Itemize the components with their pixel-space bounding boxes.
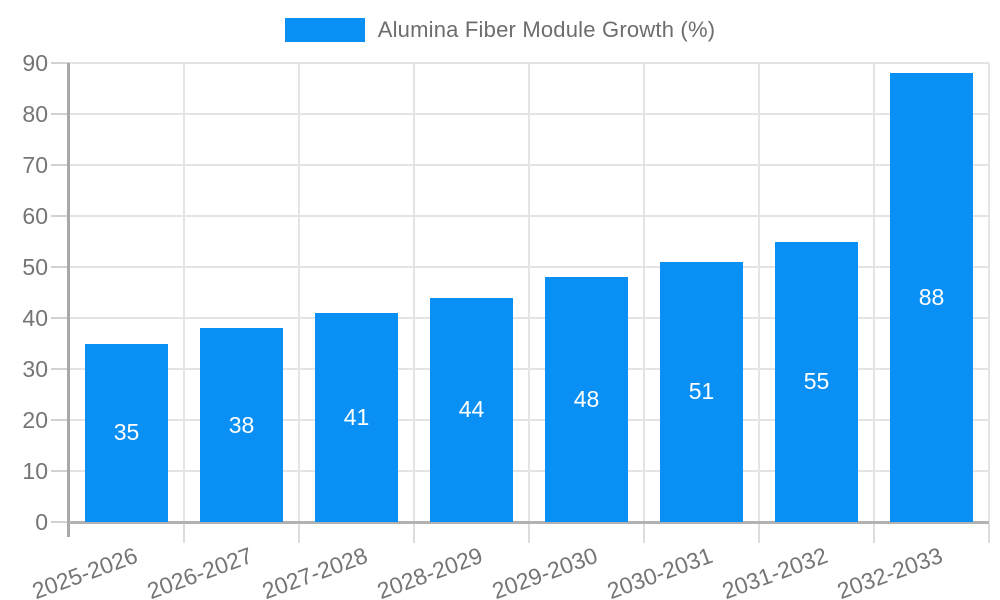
bar-value-label: 51 [688, 378, 715, 405]
x-axis-tick [873, 523, 875, 543]
x-axis [69, 521, 989, 524]
y-axis-label: 0 [35, 509, 48, 535]
gridline-vertical [183, 63, 185, 522]
y-axis-tick [51, 470, 69, 472]
x-axis-tick [413, 523, 415, 543]
y-axis [67, 63, 70, 537]
y-axis-label: 90 [22, 50, 48, 76]
x-axis-tick [988, 523, 990, 543]
y-axis-tick [51, 521, 69, 523]
bar[interactable]: 35 [85, 343, 168, 522]
bar-value-label: 88 [918, 284, 945, 311]
bar-value-label: 44 [458, 396, 485, 423]
y-axis-tick [51, 62, 69, 64]
y-axis-tick [51, 266, 69, 268]
x-axis-label: 2029-2030 [488, 542, 601, 600]
bar-value-label: 48 [573, 386, 600, 413]
y-axis-tick [51, 113, 69, 115]
y-axis-tick [51, 368, 69, 370]
y-axis-label: 40 [22, 305, 48, 331]
gridline-vertical [758, 63, 760, 522]
y-axis-tick [51, 164, 69, 166]
gridline-vertical [298, 63, 300, 522]
x-axis-label: 2032-2033 [833, 542, 946, 600]
y-axis-label: 70 [22, 152, 48, 178]
x-axis-label: 2026-2027 [143, 542, 256, 600]
x-axis-label: 2027-2028 [258, 542, 371, 600]
x-axis-label: 2030-2031 [603, 542, 716, 600]
gridline-vertical [988, 63, 990, 522]
x-axis-tick [183, 523, 185, 543]
gridline-vertical [413, 63, 415, 522]
bar-value-label: 55 [803, 368, 830, 395]
y-axis-label: 50 [22, 254, 48, 280]
bar[interactable]: 44 [430, 297, 513, 522]
bar[interactable]: 38 [200, 328, 283, 522]
x-axis-tick [298, 523, 300, 543]
x-axis-tick [528, 523, 530, 543]
x-axis-label: 2025-2026 [28, 542, 141, 600]
bar[interactable]: 41 [315, 312, 398, 522]
y-axis-tick [51, 317, 69, 319]
bar-value-label: 41 [343, 403, 370, 430]
gridline-vertical [643, 63, 645, 522]
x-axis-label: 2028-2029 [373, 542, 486, 600]
gridline-vertical [873, 63, 875, 522]
bar[interactable]: 51 [660, 261, 743, 522]
bar-value-label: 38 [228, 411, 255, 438]
bar[interactable]: 48 [545, 277, 628, 522]
legend-label[interactable]: Alumina Fiber Module Growth (%) [377, 17, 716, 42]
bar-value-label: 35 [113, 419, 140, 446]
y-axis-tick [51, 419, 69, 421]
legend-swatch[interactable] [284, 18, 365, 42]
y-axis-label: 20 [22, 407, 48, 433]
x-axis-label: 2031-2032 [718, 542, 831, 600]
y-axis-label: 30 [22, 356, 48, 382]
y-axis-label: 10 [22, 458, 48, 484]
x-axis-tick [758, 523, 760, 543]
legend: Alumina Fiber Module Growth (%) [0, 17, 1000, 43]
y-axis-label: 80 [22, 101, 48, 127]
x-axis-tick [643, 523, 645, 543]
gridline-vertical [528, 63, 530, 522]
y-axis-label: 60 [22, 203, 48, 229]
bar[interactable]: 55 [775, 241, 858, 522]
y-axis-tick [51, 215, 69, 217]
bar[interactable]: 88 [890, 73, 973, 522]
